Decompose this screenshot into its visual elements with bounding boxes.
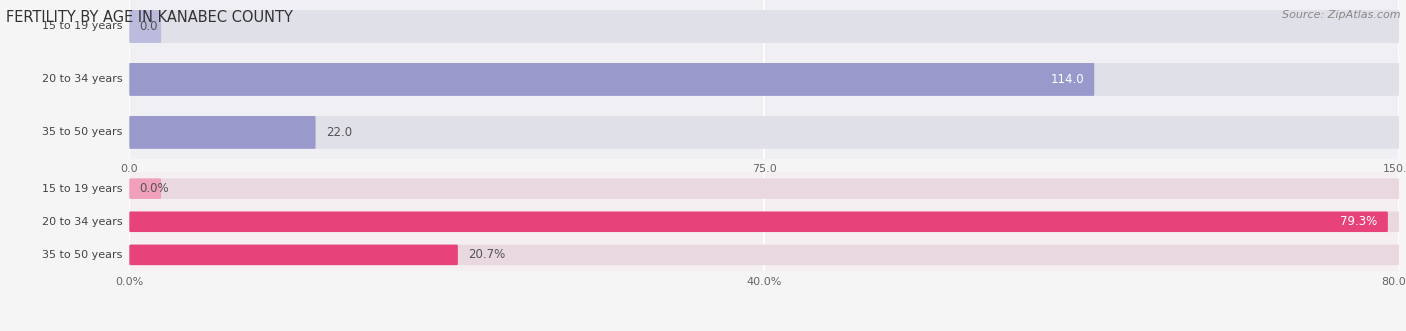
Text: 20.7%: 20.7%	[468, 248, 505, 261]
Text: Source: ZipAtlas.com: Source: ZipAtlas.com	[1282, 10, 1400, 20]
FancyBboxPatch shape	[129, 212, 1399, 232]
Text: 15 to 19 years: 15 to 19 years	[42, 184, 122, 194]
Text: 20 to 34 years: 20 to 34 years	[42, 74, 122, 84]
Text: 20 to 34 years: 20 to 34 years	[42, 217, 122, 227]
Text: 0.0%: 0.0%	[139, 182, 169, 195]
Text: 15 to 19 years: 15 to 19 years	[42, 22, 122, 31]
FancyBboxPatch shape	[129, 63, 1094, 96]
FancyBboxPatch shape	[129, 178, 162, 199]
Text: 35 to 50 years: 35 to 50 years	[42, 250, 122, 260]
FancyBboxPatch shape	[129, 245, 1399, 265]
FancyBboxPatch shape	[129, 178, 1399, 199]
FancyBboxPatch shape	[129, 245, 458, 265]
FancyBboxPatch shape	[129, 63, 1399, 96]
FancyBboxPatch shape	[129, 116, 315, 149]
Text: 35 to 50 years: 35 to 50 years	[42, 127, 122, 137]
Text: FERTILITY BY AGE IN KANABEC COUNTY: FERTILITY BY AGE IN KANABEC COUNTY	[6, 10, 292, 25]
FancyBboxPatch shape	[129, 10, 162, 43]
FancyBboxPatch shape	[129, 116, 1399, 149]
FancyBboxPatch shape	[129, 212, 1388, 232]
Text: 79.3%: 79.3%	[1340, 215, 1378, 228]
Text: 22.0: 22.0	[326, 126, 352, 139]
FancyBboxPatch shape	[129, 10, 1399, 43]
Text: 114.0: 114.0	[1050, 73, 1084, 86]
Text: 0.0: 0.0	[139, 20, 157, 33]
